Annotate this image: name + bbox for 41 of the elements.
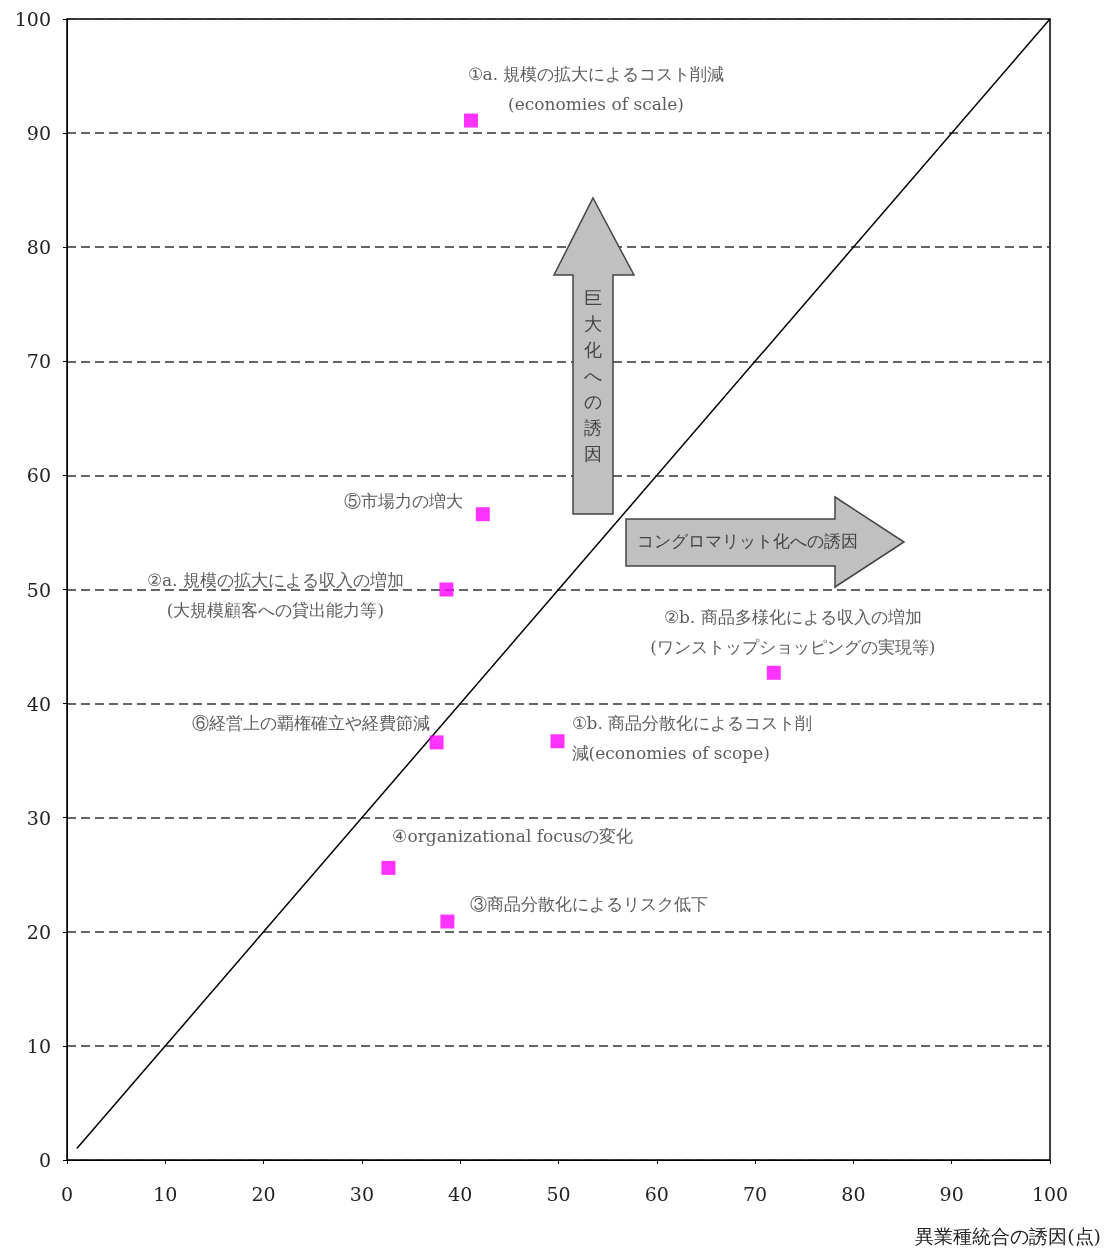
x-tick-label: 60 xyxy=(644,1182,669,1205)
x-tick-label: 70 xyxy=(743,1182,768,1205)
x-axis-title: 異業種統合の誘因(点) xyxy=(915,1224,1101,1249)
y-tick-label: 20 xyxy=(26,920,51,943)
annotation: ①a. 規模の拡大によるコスト削減 (economies of scale) xyxy=(467,63,725,114)
annotation: コングロマリット化への誘因 xyxy=(637,530,858,553)
point xyxy=(766,665,781,680)
point xyxy=(550,734,565,749)
annotation: ③商品分散化によるリスク低下 xyxy=(470,893,709,914)
annotation: ⑥経営上の覇権確立や経費節減 xyxy=(191,713,430,734)
y-tick-label: 70 xyxy=(26,350,51,373)
annotation: ②a. 規模の拡大による収入の増加 (大規模顧客への貸出能力等) xyxy=(146,569,404,620)
point xyxy=(381,860,396,875)
y-tick-label: 0 xyxy=(38,1149,51,1171)
annotation: ②b. 商品多様化による収入の増加 (ワンストップショッピングの実現等) xyxy=(650,606,936,657)
y-tick-label: 30 xyxy=(26,806,51,829)
x-tick-label: 20 xyxy=(251,1182,276,1205)
point xyxy=(440,914,455,929)
annotation: 巨大化への誘因 xyxy=(583,286,603,466)
x-tick-label: 10 xyxy=(153,1182,178,1205)
y-tick-label: 90 xyxy=(26,122,51,145)
x-tick-label: 30 xyxy=(349,1182,374,1205)
point xyxy=(429,735,444,750)
x-tick-label: 50 xyxy=(546,1182,571,1205)
x-tick-label: 0 xyxy=(60,1182,74,1205)
y-tick-label: 60 xyxy=(26,464,51,487)
x-tick-label: 40 xyxy=(448,1182,473,1205)
y-tick-label: 80 xyxy=(26,236,51,259)
x-tick-label: 100 xyxy=(1031,1182,1069,1205)
point xyxy=(464,113,479,128)
annotation: ④organizational focusの変化 xyxy=(392,825,634,846)
annotation: ⑤市場力の増大 xyxy=(343,491,463,512)
x-tick-label: 80 xyxy=(841,1182,866,1205)
y-tick-label: 10 xyxy=(26,1034,51,1057)
y-tick-label: 40 xyxy=(26,692,51,715)
point xyxy=(475,507,490,522)
point xyxy=(439,582,454,597)
annotation: ①b. 商品分散化によるコスト削減(economies of scope) xyxy=(571,713,813,764)
y-tick-label: 50 xyxy=(26,578,51,601)
y-tick-label: 100 xyxy=(14,8,51,30)
x-tick-label: 90 xyxy=(939,1182,964,1205)
